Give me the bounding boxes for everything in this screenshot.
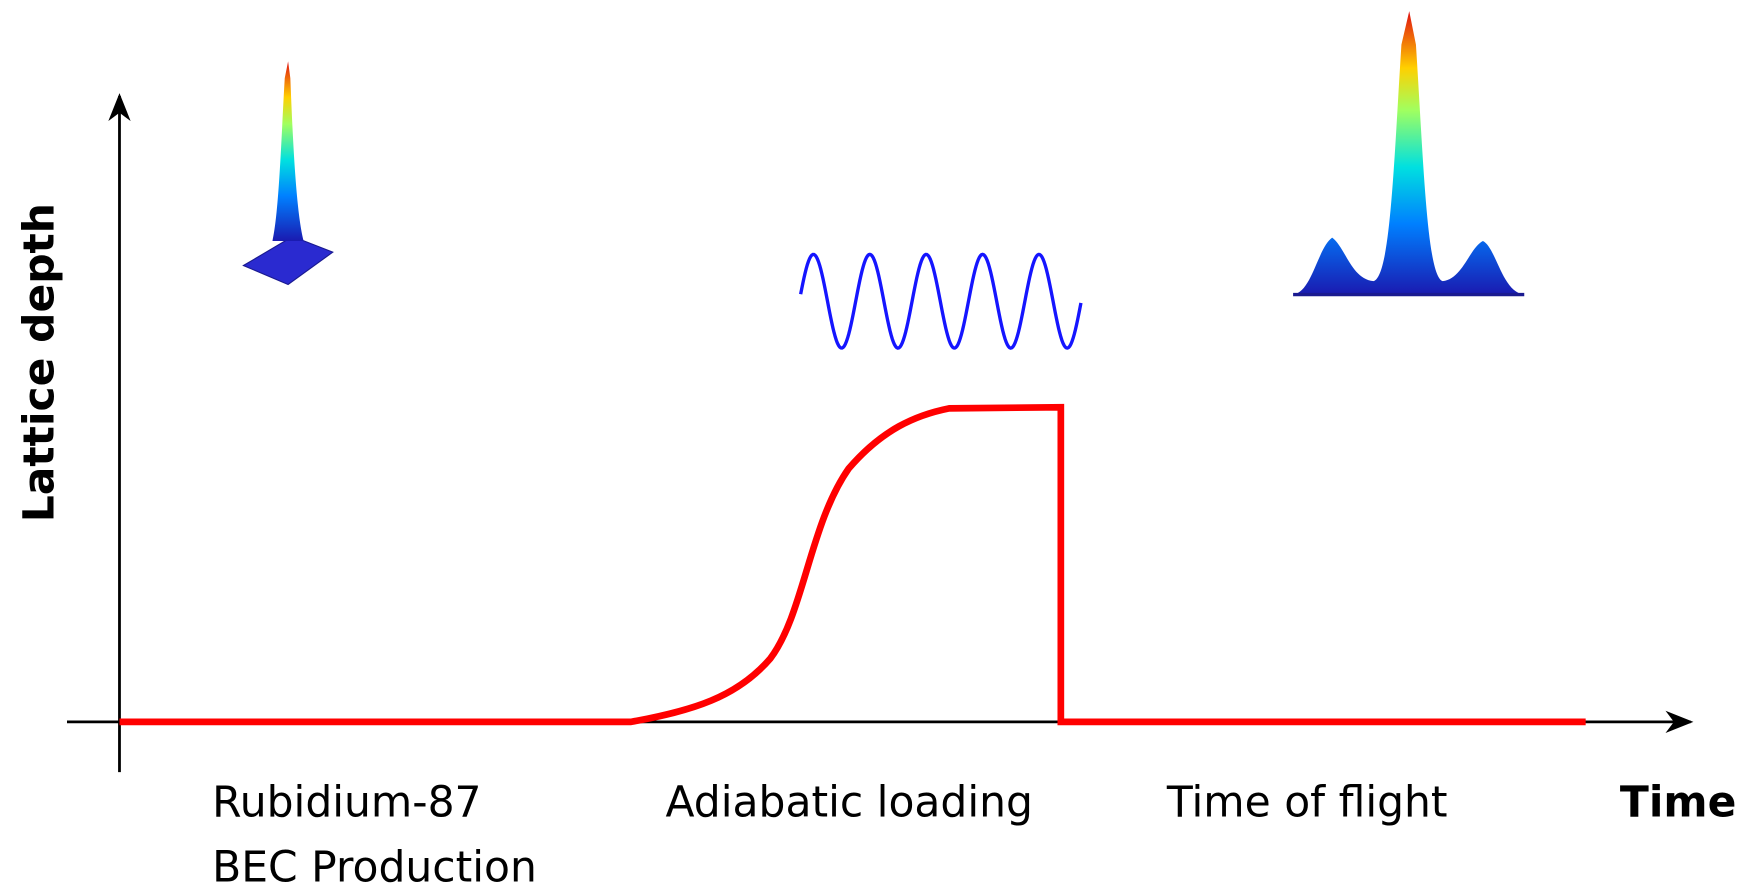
y-axis-label: Lattice depth [16, 203, 65, 522]
phase-label: Time of flight [1166, 779, 1448, 828]
lattice-depth-curve [119, 403, 1586, 726]
phase-label: BEC Production [212, 843, 537, 887]
phase-label: Rubidium-87 [212, 779, 481, 828]
x-axis-label: Time [1620, 779, 1736, 828]
phase-label: Adiabatic loading [666, 779, 1033, 828]
bec-peak-image [242, 61, 334, 286]
tof-peaks-image [1293, 11, 1525, 297]
lattice-wave [799, 252, 1083, 350]
